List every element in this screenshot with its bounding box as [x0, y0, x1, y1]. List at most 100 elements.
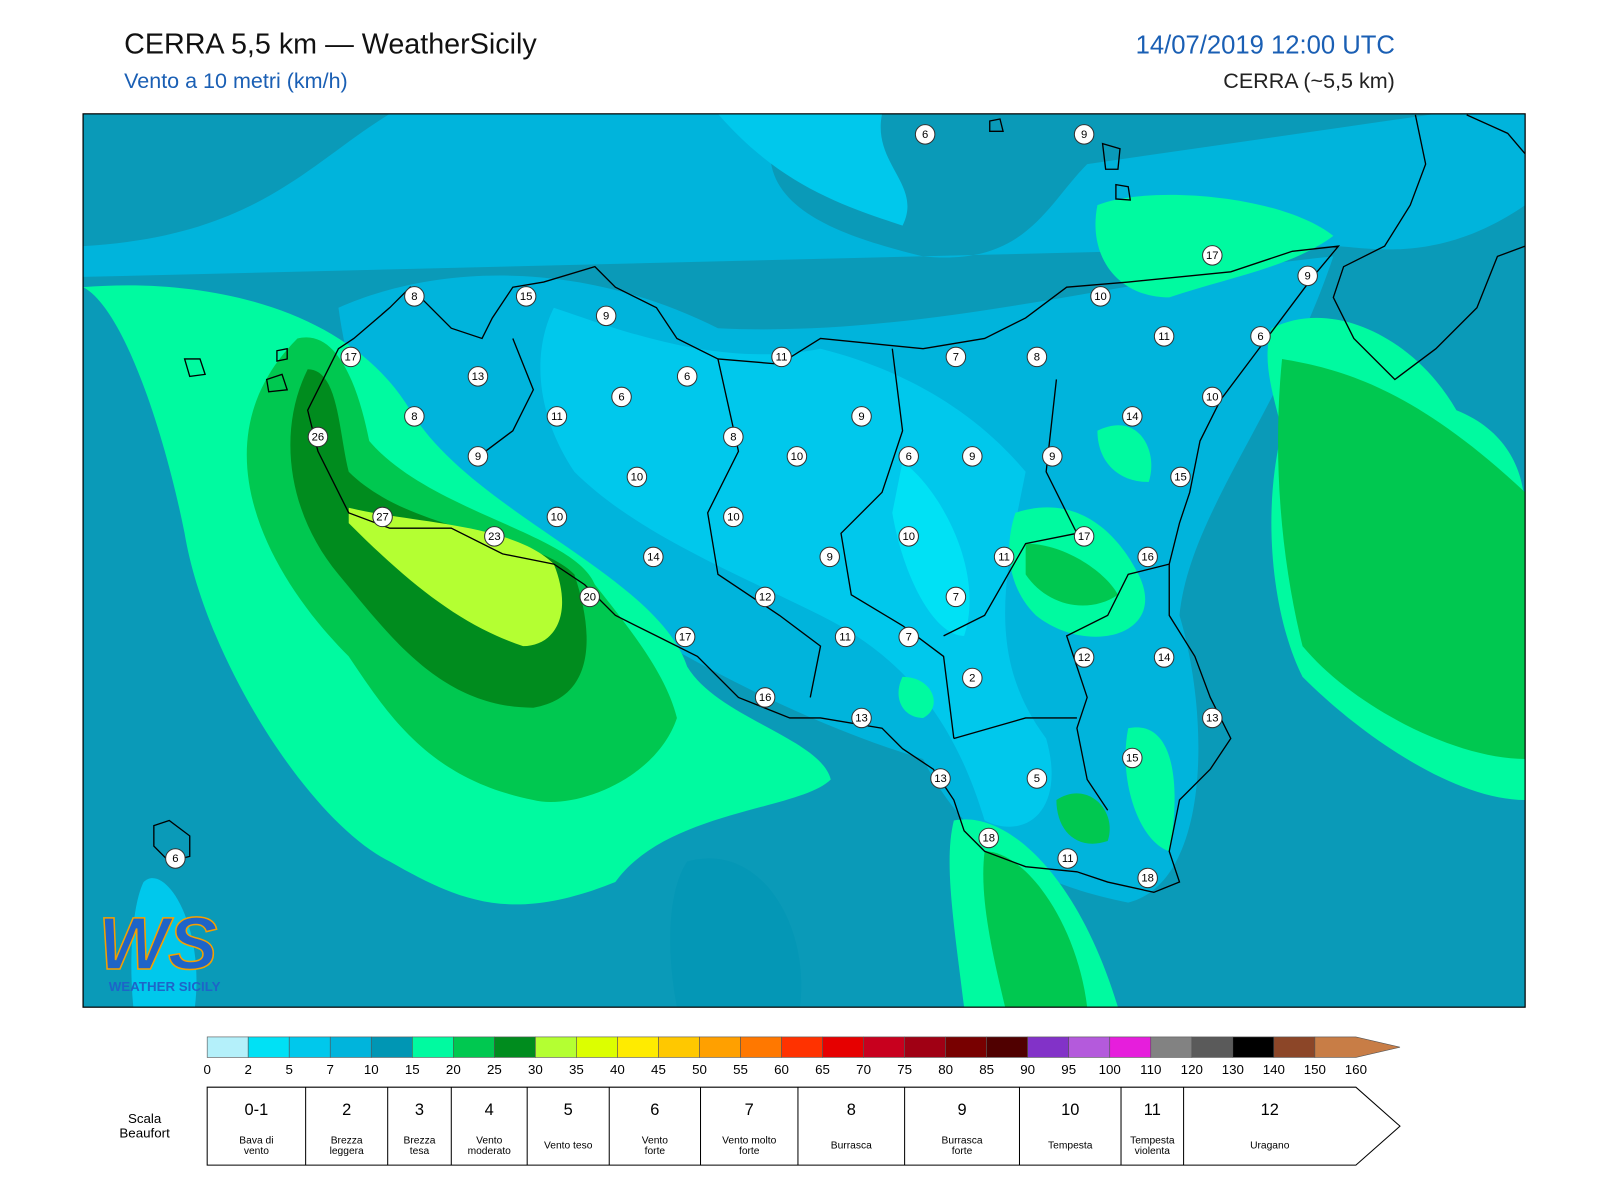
station-value: 18	[1141, 872, 1154, 884]
station: 8	[723, 426, 744, 448]
colorbar-bin	[535, 1036, 577, 1058]
station-marker	[484, 526, 505, 547]
colorbar-bin	[453, 1036, 495, 1058]
station-marker	[930, 768, 951, 789]
station-marker	[1170, 466, 1191, 488]
beaufort-force: 6	[650, 1101, 659, 1119]
station-value: 15	[1174, 471, 1187, 483]
station: 9	[1042, 446, 1063, 467]
colorbar-bin	[904, 1036, 946, 1058]
colorbar-bin	[945, 1036, 987, 1058]
beaufort-desc: tesa	[410, 1146, 430, 1157]
station-marker	[1153, 326, 1175, 347]
station-value: 14	[647, 551, 660, 563]
station: 6	[914, 124, 936, 145]
station-value: 11	[1062, 853, 1074, 865]
station: 9	[467, 446, 489, 467]
station: 15	[1122, 747, 1143, 769]
beaufort-desc: vento	[244, 1146, 269, 1157]
colorbar-tick-label: 7	[327, 1062, 334, 1077]
station-marker	[962, 446, 983, 467]
station: 13	[1202, 707, 1223, 729]
station-marker	[404, 406, 425, 427]
station-marker	[1073, 647, 1095, 668]
colorbar-bin	[411, 1036, 454, 1058]
colorbar-bin	[986, 1036, 1028, 1058]
station-marker	[1122, 747, 1143, 769]
station: 8	[404, 286, 425, 307]
station-value: 14	[1126, 411, 1139, 423]
station-value: 9	[827, 551, 833, 563]
station: 10	[1090, 286, 1111, 307]
station-value: 10	[631, 471, 644, 483]
station: 11	[771, 346, 792, 368]
station-marker	[786, 446, 808, 467]
station-marker	[1250, 326, 1271, 347]
colorbar-bin	[247, 1036, 290, 1058]
station: 13	[467, 366, 489, 387]
station-marker	[754, 586, 776, 608]
station-marker	[1090, 286, 1111, 307]
subtitle: Vento a 10 metri (km/h)	[124, 69, 348, 93]
station-marker	[340, 346, 362, 368]
station-value: 17	[345, 351, 358, 363]
station-value: 9	[1081, 129, 1087, 141]
station: 10	[786, 446, 808, 467]
station: 12	[754, 586, 776, 608]
station-marker	[945, 586, 967, 608]
station: 10	[898, 526, 919, 547]
station-value: 10	[1206, 391, 1219, 403]
beaufort-desc: leggera	[330, 1146, 364, 1157]
station-value: 9	[1049, 451, 1055, 463]
beaufort-force: 9	[957, 1101, 966, 1119]
beaufort-force: 11	[1144, 1101, 1161, 1119]
colorbar-tick-label: 100	[1099, 1062, 1121, 1077]
station-value: 20	[583, 591, 596, 603]
station: 2	[962, 667, 983, 689]
colorbar-tick-label: 25	[487, 1062, 502, 1077]
colorbar-tick-label: 150	[1304, 1062, 1326, 1077]
station-marker	[898, 626, 919, 648]
colorbar-bin	[329, 1036, 372, 1058]
station: 17	[340, 346, 362, 368]
station-value: 13	[472, 371, 485, 383]
station-marker	[546, 506, 568, 528]
beaufort-desc: Brezza	[404, 1136, 436, 1147]
station: 7	[945, 586, 967, 608]
beaufort-desc: Vento molto	[722, 1136, 776, 1147]
station-value: 8	[1034, 351, 1040, 363]
beaufort-desc: forte	[645, 1146, 666, 1157]
beaufort-label: Scala	[128, 1111, 162, 1126]
station-marker	[467, 366, 489, 387]
station: 6	[165, 848, 186, 869]
station-marker	[1202, 386, 1223, 408]
beaufort-desc: moderato	[468, 1146, 512, 1157]
station-value: 9	[858, 411, 864, 423]
colorbar-tick-label: 80	[938, 1062, 953, 1077]
station: 11	[546, 406, 568, 427]
station-marker	[1057, 848, 1078, 869]
station: 18	[978, 827, 999, 849]
station: 17	[1202, 245, 1223, 266]
station-marker	[1122, 406, 1143, 427]
station-value: 12	[759, 591, 772, 603]
station-value: 5	[1034, 773, 1040, 785]
station-marker	[851, 707, 872, 729]
station-value: 11	[776, 351, 788, 363]
station-value: 7	[906, 631, 912, 643]
station: 11	[993, 546, 1015, 568]
colorbar-tick-label: 95	[1061, 1062, 1076, 1077]
colorbar-bin	[370, 1036, 413, 1058]
station-marker	[1042, 446, 1063, 467]
station-value: 18	[982, 832, 995, 844]
station: 11	[1153, 326, 1175, 347]
station-value: 16	[759, 692, 772, 704]
station: 8	[404, 406, 425, 427]
colorbar-bin	[1068, 1036, 1111, 1058]
beaufort-force: 2	[342, 1101, 351, 1119]
beaufort-desc: Bava di	[239, 1136, 273, 1147]
station: 9	[962, 446, 983, 467]
station-value: 17	[1078, 531, 1091, 543]
station-marker	[626, 466, 648, 488]
